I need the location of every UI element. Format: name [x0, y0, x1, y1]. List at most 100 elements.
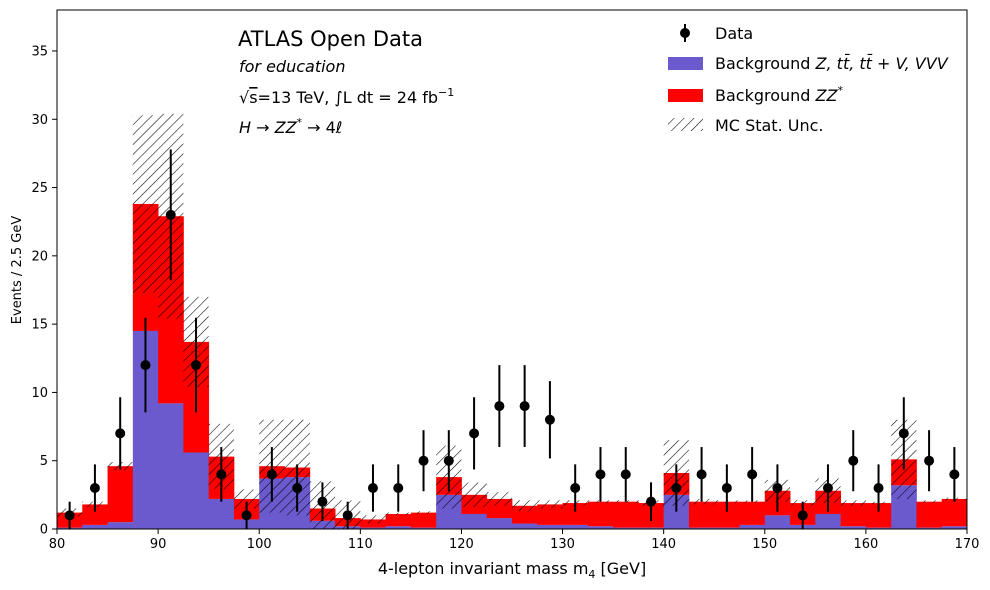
bar-bkg-other: [461, 513, 488, 529]
annotation-process-star: *: [297, 116, 303, 129]
bar-bkg-other: [815, 513, 842, 529]
x-tick-label: 120: [449, 537, 474, 552]
x-axis-label-subscript: 4: [588, 568, 595, 581]
y-tick-label: 5: [40, 454, 48, 469]
uncertainty-band: [410, 511, 437, 514]
bar-bkg-other: [916, 527, 943, 529]
x-tick-label: 130: [550, 537, 575, 552]
data-point: [595, 469, 606, 480]
data-point: [64, 510, 75, 521]
data-point: [241, 510, 252, 521]
legend-data-marker: [680, 28, 690, 38]
bar-bkg-zz: [840, 503, 867, 527]
y-tick-label: 35: [31, 44, 48, 59]
legend-label-bkg-zz-math: ZZ: [815, 86, 839, 105]
data-point: [216, 469, 227, 480]
y-axis-ticks: 0 5 10 15 20 25 30 35: [31, 44, 57, 538]
legend-item-bkg-other: Background Z, tt̄, tt̄ + V, VVV: [668, 54, 949, 73]
data-point: [848, 455, 859, 466]
x-axis-label: 4-lepton invariant mass m4 [GeV]: [378, 559, 646, 581]
uncertainty-band: [967, 499, 990, 502]
data-point: [772, 483, 783, 494]
x-tick-label: 150: [752, 537, 777, 552]
data-point: [620, 469, 631, 480]
data-point: [822, 483, 833, 494]
legend-label-bkg-zz-star: *: [837, 84, 843, 97]
data-point: [89, 483, 100, 494]
legend-label-data: Data: [715, 24, 753, 43]
plot-frame: [56, 9, 968, 530]
data-point: [646, 496, 657, 507]
data-point: [266, 469, 277, 480]
uncertainty-band: [385, 512, 411, 516]
data-point: [140, 360, 151, 371]
legend-label-unc: MC Stat. Unc.: [715, 116, 823, 135]
x-tick-label: 100: [247, 537, 272, 552]
bar-bkg-other: [967, 528, 990, 529]
bar-bkg-other: [183, 452, 210, 529]
bar-bkg-zz: [82, 504, 108, 525]
legend-item-bkg-zz: Background ZZ*: [668, 84, 843, 105]
data-point: [671, 483, 682, 494]
data-point: [418, 455, 429, 466]
data-point: [721, 483, 732, 494]
data-point: [898, 428, 909, 439]
annotation-subtitle: for education: [239, 57, 345, 76]
uncertainty-band: [360, 515, 386, 524]
x-axis-ticks: 80 90 100 110 120 130 140 150 160 170: [49, 529, 980, 552]
legend-item-data: Data: [680, 24, 753, 43]
bar-bkg-zz: [587, 501, 614, 527]
x-tick-label: 90: [150, 537, 167, 552]
data-point: [317, 496, 328, 507]
legend-label-bkg-other-math: Z, tt̄, tt̄ + V, VVV: [815, 54, 949, 73]
legend-label-bkg-other: Background Z, tt̄, tt̄ + V, VVV: [715, 54, 949, 73]
bar-bkg-other: [764, 515, 791, 529]
bar-bkg-other: [638, 527, 665, 529]
data-point: [696, 469, 707, 480]
x-tick-label: 170: [955, 537, 980, 552]
annotation-process-4: 4: [326, 118, 336, 137]
bar-bkg-other: [714, 527, 740, 529]
data-point: [443, 455, 454, 466]
bar-bkg-zz: [916, 501, 943, 528]
y-tick-label: 30: [31, 113, 48, 128]
legend-label-bkg-zz: Background ZZ*: [715, 84, 843, 105]
data-point: [367, 483, 378, 494]
data-point: [393, 483, 404, 494]
legend-swatch-unc: [668, 118, 703, 131]
bar-bkg-other: [941, 526, 967, 529]
uncertainty-band: [461, 482, 487, 508]
bar-bkg-zz: [967, 500, 990, 527]
annotation-process-arrow2: →: [302, 118, 326, 137]
data-point: [165, 209, 176, 220]
data-point: [747, 469, 758, 480]
bar-bkg-other: [840, 526, 867, 529]
annotation-energy: √s=13 TeV, ∫L dt = 24 fb−1: [239, 86, 454, 107]
bar-bkg-other: [360, 527, 387, 529]
y-tick-label: 25: [31, 181, 48, 196]
bar-bkg-other: [562, 524, 589, 529]
y-tick-label: 10: [31, 386, 48, 401]
data-point: [544, 414, 555, 425]
bar-bkg-other: [486, 518, 513, 529]
data-points: [64, 149, 960, 529]
data-point: [519, 401, 530, 412]
bar-bkg-zz: [941, 498, 967, 527]
annotation-process: H → ZZ* → 4ℓ: [239, 116, 342, 137]
annotation-process-arrow1: →: [251, 118, 275, 137]
y-tick-label: 15: [31, 318, 48, 333]
bar-bkg-zz: [410, 512, 437, 528]
data-point: [191, 360, 202, 371]
data-point: [570, 483, 581, 494]
bar-bkg-zz: [613, 501, 639, 528]
uncertainty-band: [132, 115, 159, 293]
y-tick-label: 0: [40, 523, 48, 538]
uncertainty-band: [916, 500, 942, 504]
data-point: [873, 483, 884, 494]
x-tick-label: 160: [853, 537, 878, 552]
annotation-title: ATLAS Open Data: [238, 27, 423, 51]
bar-bkg-other: [688, 527, 715, 529]
data-point: [342, 510, 353, 521]
bar-bkg-zz: [107, 466, 134, 523]
